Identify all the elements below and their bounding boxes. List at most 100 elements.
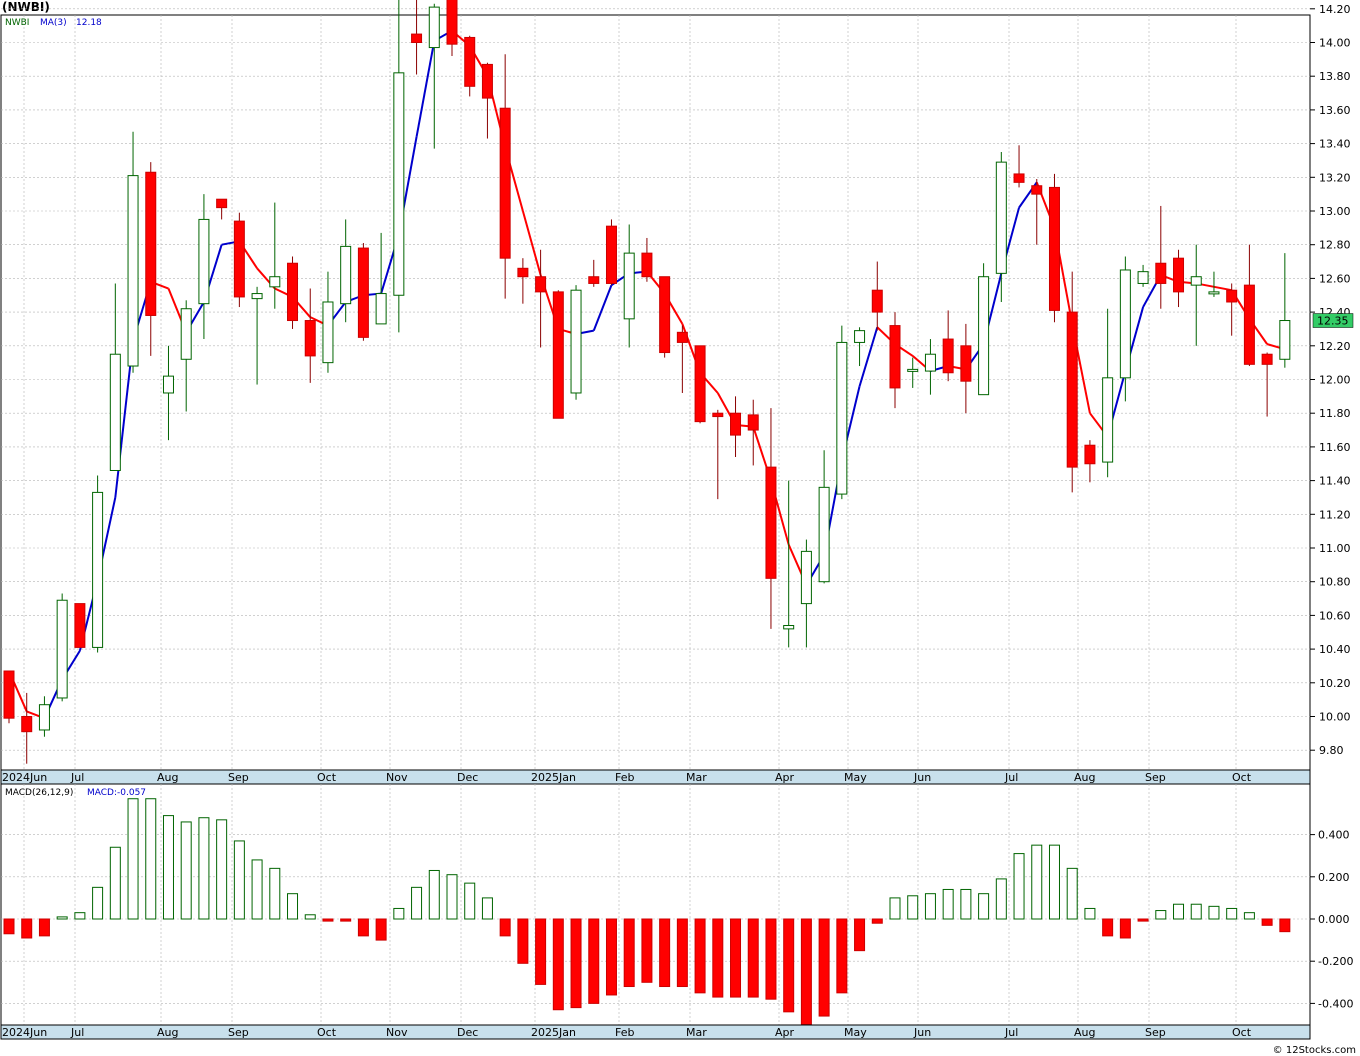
time-label: Sep [1145,1026,1166,1039]
candle-body [871,289,883,313]
price-tick-label: 12.60 [1319,272,1351,285]
candle-body [322,301,334,364]
macd-bar [1155,910,1167,920]
price-panel-frame [0,14,1311,771]
macd-bar [659,918,671,988]
candle-body [499,107,511,259]
macd-bar [871,918,883,924]
macd-bar [889,897,901,920]
macd-bar [180,821,192,920]
candle-body [1137,271,1149,284]
candle-body [747,414,759,431]
macd-bar [340,918,352,922]
price-tick-label: 14.00 [1319,37,1351,50]
time-label: Aug [157,771,178,784]
macd-bar [747,918,759,998]
time-label: Jun [913,1026,931,1039]
price-tick-label: 11.00 [1319,542,1351,555]
candle-body [1013,173,1025,183]
time-label: Mar [686,771,707,784]
candle-body [765,466,777,579]
candle-body [233,220,245,298]
price-tick-label: 13.20 [1319,171,1351,184]
time-label: Sep [1145,771,1166,784]
candle-body [481,63,493,99]
candle-body [1119,269,1131,379]
candle-body [1102,377,1114,463]
candle-body [1208,291,1220,295]
time-label: Jun [913,771,931,784]
candle-body [800,550,812,605]
macd-bar [517,918,529,964]
candle-body [1084,444,1096,465]
macd-bar [730,918,742,998]
macd-bar [535,918,547,985]
time-label: May [844,771,867,784]
candle-body [74,603,86,648]
macd-bar [1066,867,1078,920]
time-label: 2024Jun [2,771,47,784]
candle-body [588,276,600,284]
watermark: © 12Stocks.com [1272,1045,1356,1056]
candle-body [1279,320,1291,360]
ma-segment [858,326,879,387]
macd-bar [836,918,848,994]
time-label: Nov [386,1026,408,1039]
candle-body [1173,257,1185,293]
macd-bar [287,893,299,920]
macd-bar [676,918,688,988]
macd-panel-frame [0,783,1311,1026]
macd-bar [304,914,316,920]
candle-body [340,245,352,305]
price-tick-label: 9.80 [1319,744,1344,757]
time-label: 2024Jun [2,1026,47,1039]
macd-bar [924,893,936,920]
macd-bar [960,888,972,920]
macd-bar [783,918,795,1013]
candle-body [1066,311,1078,468]
time-label: 2025Jan [531,1026,576,1039]
candle-body [623,252,635,320]
candle-body [304,320,316,357]
candle-body [836,341,848,495]
macd-bar [1013,853,1025,920]
candle-body [552,291,564,419]
candle-body [659,276,671,354]
time-label: Jul [70,1026,84,1039]
macd-tick-label: -0.200 [1318,955,1353,968]
candle-body [676,331,688,343]
candle-body [1226,289,1238,303]
macd-bar [1084,907,1096,920]
macd-bar [56,916,68,920]
macd-legend-label: MACD(26,12,9) [5,788,73,798]
candle-body [21,716,33,733]
price-tick-label: 13.60 [1319,104,1351,117]
macd-bar [1243,912,1255,920]
macd-bar [92,886,104,920]
time-label: Dec [457,771,478,784]
candle-body [216,198,228,209]
time-label: Aug [157,1026,178,1039]
candle-body [269,276,281,288]
macd-bar [1190,903,1202,920]
ma-segment [521,210,542,276]
candle-body [818,486,830,583]
price-tick-label: 11.80 [1319,407,1351,420]
macd-bar [3,918,15,935]
time-label: Apr [775,771,795,784]
macd-bar [818,918,830,1017]
time-label: Aug [1074,771,1095,784]
macd-y-axis: -0.400 -0.200 0.000 0.200 0.400 [1310,829,1353,1010]
time-label: Oct [1232,1026,1252,1039]
macd-gridlines [1,784,1310,1025]
macd-bar [74,912,86,920]
time-label: Oct [317,1026,337,1039]
price-legend-ma-label: MA(3) [40,18,67,28]
ma-segment [415,40,436,138]
candle-body [109,353,121,471]
time-label: Sep [228,1026,249,1039]
macd-bar [38,918,50,937]
candle-body [428,6,440,49]
macd-bar [942,888,954,920]
candle-body [854,330,866,343]
